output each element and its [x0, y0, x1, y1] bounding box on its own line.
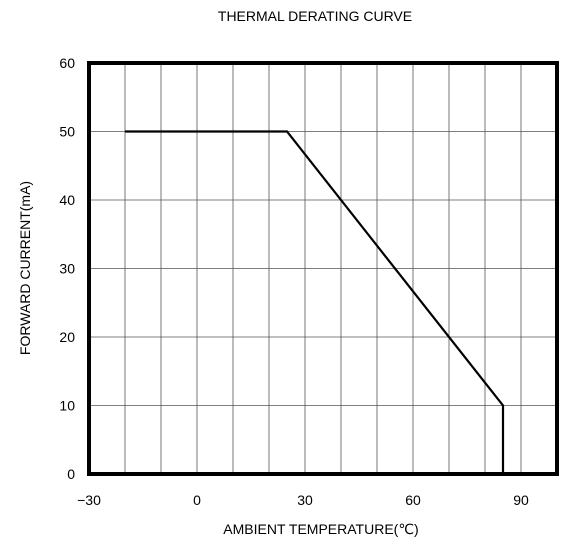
series-line [125, 130, 505, 474]
chart-title: THERMAL DERATING CURVE [218, 8, 412, 24]
x-tick-label: 60 [405, 492, 421, 508]
x-tick-label: 90 [513, 492, 529, 508]
y-tick-labels: 0 10 20 30 40 50 60 [59, 55, 75, 482]
series-group [125, 130, 505, 474]
x-tick-label: 30 [297, 492, 313, 508]
x-axis-label: AMBIENT TEMPERATURE(℃) [223, 521, 418, 537]
x-tick-labels: −30 0 30 60 90 [77, 492, 529, 508]
x-tick-label: 0 [193, 492, 201, 508]
y-tick-label: 10 [59, 398, 75, 414]
y-tick-label: 30 [59, 261, 75, 277]
plot-frame [87, 61, 559, 476]
grid [89, 63, 557, 474]
x-tick-label: −30 [77, 492, 101, 508]
y-tick-label: 0 [67, 466, 75, 482]
y-tick-label: 50 [59, 124, 75, 140]
y-tick-label: 60 [59, 55, 75, 71]
y-axis-label: FORWARD CURRENT(mA) [17, 181, 33, 355]
y-tick-label: 20 [59, 329, 75, 345]
y-tick-label: 40 [59, 192, 75, 208]
